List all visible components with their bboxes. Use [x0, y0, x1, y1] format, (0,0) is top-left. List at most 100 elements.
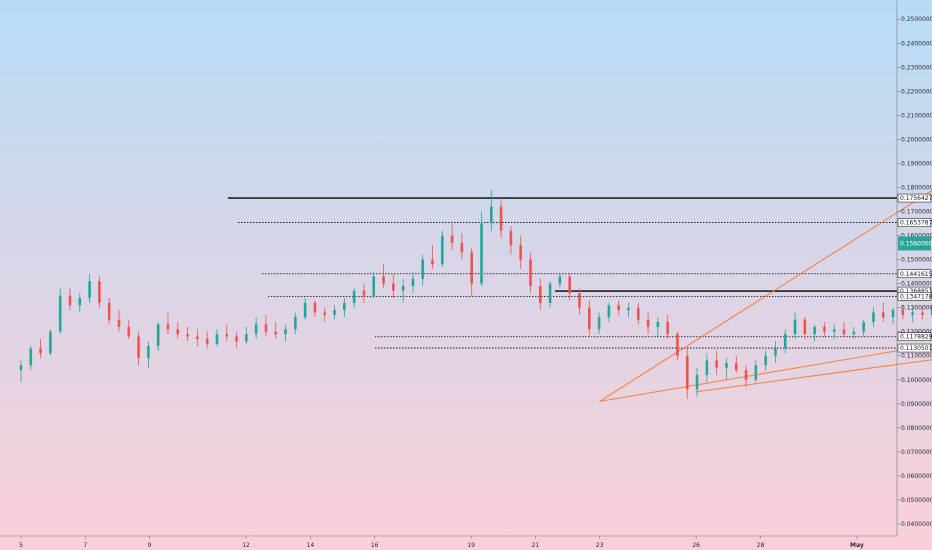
candle-body — [401, 286, 405, 291]
candle-body — [441, 235, 444, 265]
candle — [499, 198, 503, 238]
time-axis[interactable]: 5 7 9 12 14 16 19 21 23 26 28 May — [0, 535, 897, 549]
candle — [254, 317, 258, 339]
candle-body — [323, 312, 327, 315]
candle-body — [823, 326, 826, 332]
candle — [744, 365, 748, 387]
current-price-box — [898, 236, 931, 251]
candle — [872, 307, 875, 327]
candle — [813, 324, 816, 342]
candle — [343, 298, 346, 318]
candle — [78, 293, 82, 313]
candle — [186, 326, 189, 342]
candle — [803, 317, 807, 339]
candle — [215, 329, 219, 347]
candle — [362, 283, 366, 303]
level-badge-label: 0.11788294 — [900, 334, 932, 341]
candle-body — [362, 290, 366, 296]
candle-body — [411, 278, 415, 287]
candle — [636, 302, 640, 325]
candle-body — [147, 346, 150, 359]
candle — [245, 326, 248, 344]
time-tick-label: 5 — [19, 542, 23, 549]
candle-body — [921, 312, 924, 315]
candle-body — [754, 365, 758, 380]
candle — [764, 350, 767, 371]
candle-body — [480, 223, 483, 284]
candle — [725, 358, 728, 380]
time-tick-label: May — [850, 542, 864, 549]
candle-body — [646, 319, 650, 327]
candle — [617, 300, 620, 315]
candle-body — [450, 235, 454, 243]
candle-body — [421, 259, 425, 279]
candle-body — [29, 348, 33, 366]
candle — [842, 322, 846, 337]
candle — [333, 305, 336, 320]
candle — [509, 225, 513, 255]
candle — [685, 348, 689, 399]
candle-body — [313, 302, 317, 313]
candle — [39, 338, 42, 359]
time-tick-label: 9 — [148, 542, 152, 549]
candle-body — [205, 338, 209, 344]
candle-body — [617, 305, 620, 311]
candle — [656, 317, 660, 337]
level-badge-box — [897, 269, 932, 279]
candle-body — [254, 324, 258, 335]
candle — [352, 288, 356, 308]
candle-body — [176, 329, 180, 335]
candle-body — [392, 283, 395, 291]
level-badge-label: 0.14416153 — [900, 271, 932, 278]
time-tick-label: 28 — [757, 542, 765, 549]
candle-body — [156, 324, 160, 347]
candle-body — [303, 302, 307, 318]
candle — [382, 264, 385, 289]
level-badge-box — [897, 332, 932, 341]
candle-body — [460, 242, 464, 253]
candle — [480, 211, 483, 287]
time-tick-label: 12 — [242, 542, 250, 549]
time-tick-label: 26 — [692, 542, 700, 549]
candle-body — [793, 319, 797, 335]
candle-body — [636, 307, 640, 320]
candle-body — [196, 336, 199, 339]
candle-body — [372, 276, 376, 296]
level-badge-box — [897, 218, 932, 227]
time-tick-label: 16 — [371, 542, 379, 549]
candle-body — [734, 362, 738, 371]
candle-body — [852, 331, 856, 335]
candle-body — [235, 336, 238, 342]
candle — [460, 233, 464, 260]
current-price-label: 0.15600000 — [900, 240, 932, 247]
candle — [783, 329, 787, 354]
candle — [568, 273, 571, 301]
candle — [715, 350, 718, 375]
level-badge-box — [897, 193, 932, 203]
candle-body — [832, 329, 836, 332]
candle-body — [264, 324, 268, 332]
candle — [49, 329, 52, 356]
candle-body — [382, 276, 385, 284]
candle — [705, 353, 709, 383]
candle-body — [627, 307, 630, 311]
candle-body — [607, 305, 611, 318]
candle-body — [548, 283, 552, 303]
candle-body — [558, 276, 562, 284]
trendlines — [599, 189, 932, 402]
candle-body — [685, 355, 689, 390]
candle-body — [715, 360, 718, 368]
